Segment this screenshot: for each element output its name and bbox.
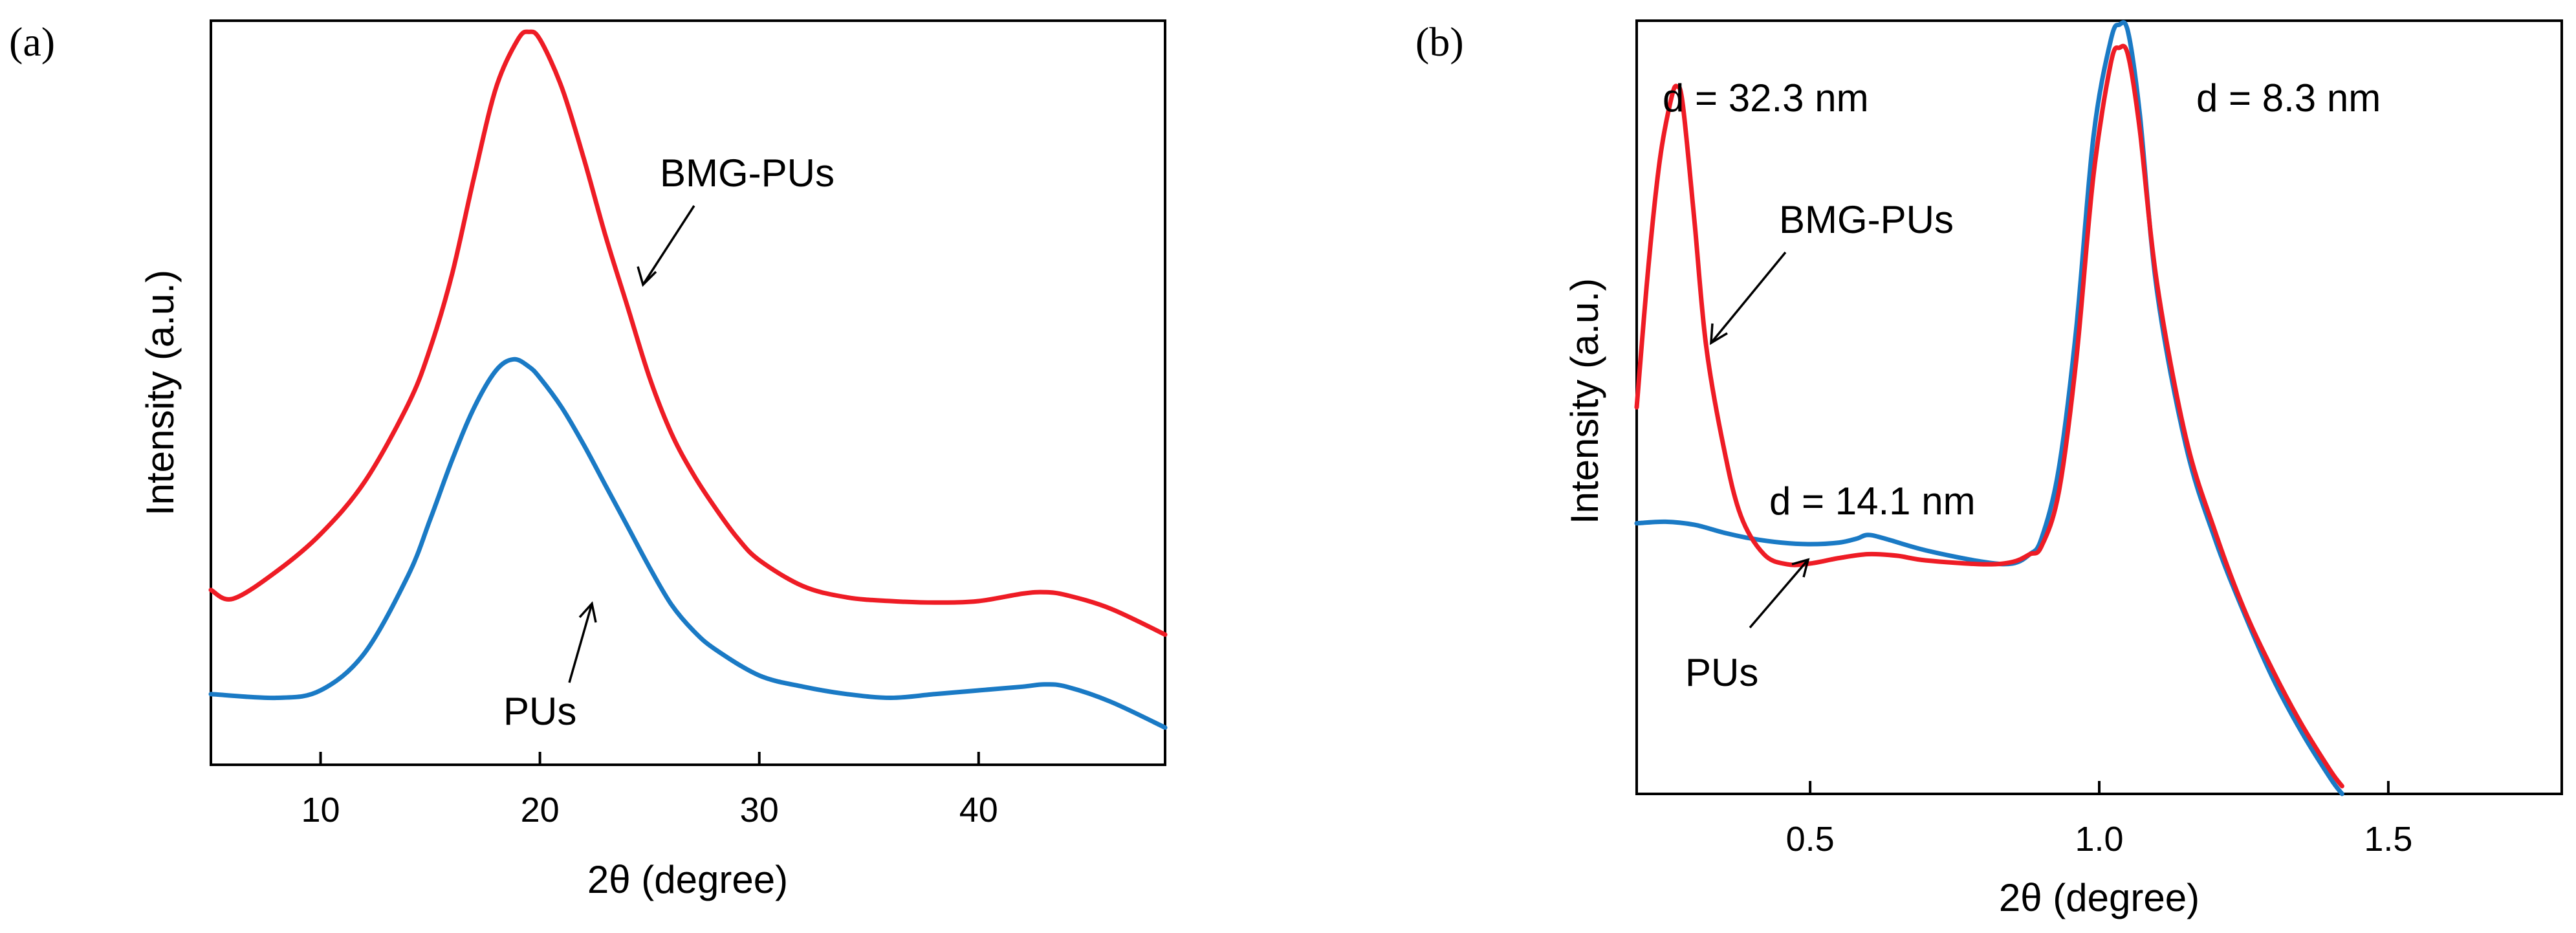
- panel-b-x-tick-label: 1.5: [2364, 820, 2412, 859]
- panel-b-series: [1634, 20, 2344, 796]
- panel-a-bmg-pus-arrow: [637, 205, 695, 287]
- panel-a-pus-arrow: [568, 601, 597, 683]
- panel-a-series: [208, 29, 1168, 730]
- panel-b-x-tick-label: 1.0: [2075, 820, 2123, 859]
- panel-a-x-tick-label: 40: [959, 791, 998, 829]
- panel-b-label: (b): [1415, 19, 1464, 65]
- panel-a-series-pus: [208, 357, 1168, 730]
- panel-b-pus-label: PUs: [1685, 651, 1758, 694]
- panel-a-x-ticks: 10 20 30 40: [301, 752, 998, 829]
- panel-b: (b) 0.5 1.0 1.5 2θ (degree) Intensity (a.u…: [1415, 19, 2563, 919]
- panel-a-x-tick-label: 10: [301, 791, 340, 829]
- panel-a-label: (a): [9, 19, 55, 65]
- panel-b-d14-label: d = 14.1 nm: [1769, 479, 1976, 523]
- panel-b-bmg-pus-label: BMG-PUs: [1779, 198, 1954, 241]
- panel-a-bmg-pus-label: BMG-PUs: [660, 151, 835, 195]
- panel-b-pus-arrow: [1749, 558, 1810, 629]
- panel-b-x-tick-label: 0.5: [1786, 820, 1835, 859]
- panel-a-x-tick-label: 30: [740, 791, 779, 829]
- panel-b-d32-label: d = 32.3 nm: [1663, 76, 1869, 120]
- panel-b-x-axis-title: 2θ (degree): [1999, 876, 2199, 919]
- panel-a-y-axis-title: Intensity (a.u.): [138, 270, 182, 516]
- panel-a-plot-frame: [210, 19, 1166, 766]
- panel-b-d8-label: d = 8.3 nm: [2196, 76, 2381, 120]
- panel-a-pus-label: PUs: [503, 690, 576, 733]
- panel-b-y-axis-title: Intensity (a.u.): [1563, 278, 1606, 524]
- panel-b-series-pus: [1634, 20, 2344, 796]
- panel-a: (a) 10 20 30 40 2θ (degree) Intensity (a.u.…: [9, 19, 1168, 901]
- panel-a-series-bmg-pus: [208, 29, 1168, 637]
- panel-a-x-tick-label: 20: [521, 791, 560, 829]
- panel-b-bmg-pus-arrow: [1710, 251, 1787, 346]
- panel-b-series-bmg-pus: [1634, 43, 2344, 789]
- panel-b-x-ticks: 0.5 1.0 1.5: [1786, 781, 2412, 859]
- panel-a-x-axis-title: 2θ (degree): [587, 858, 788, 901]
